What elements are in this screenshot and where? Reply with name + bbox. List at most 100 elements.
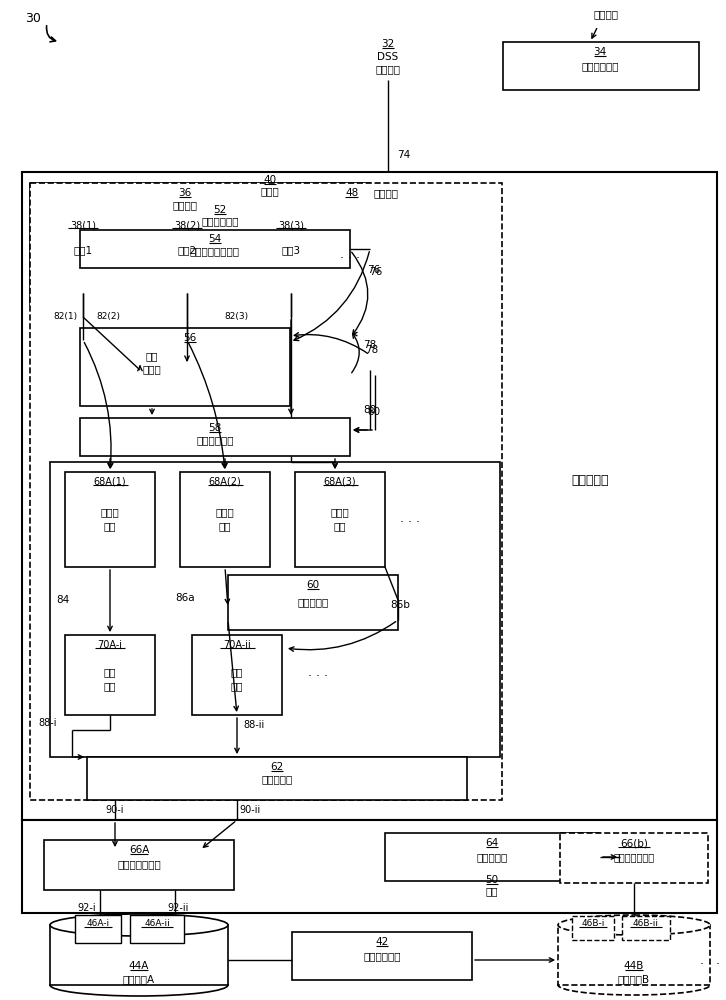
Text: 用户空间容器: 用户空间容器 <box>201 216 239 226</box>
Text: 46A-i: 46A-i <box>86 920 110 928</box>
Text: 存储设备B: 存储设备B <box>618 974 650 984</box>
Bar <box>22 172 717 820</box>
Text: 核心2: 核心2 <box>177 245 197 255</box>
Text: 66A: 66A <box>129 845 149 855</box>
Text: 44A: 44A <box>129 961 149 971</box>
Text: 每核心: 每核心 <box>101 507 119 517</box>
Text: 88-ii: 88-ii <box>243 720 264 730</box>
Text: 80: 80 <box>364 405 377 415</box>
Text: 分派: 分派 <box>104 667 116 677</box>
Text: 多核高速缓存: 多核高速缓存 <box>196 435 234 445</box>
Text: 网络接口电路: 网络接口电路 <box>582 61 619 71</box>
Text: 68A(3): 68A(3) <box>324 477 356 487</box>
Bar <box>50 462 500 757</box>
Ellipse shape <box>558 915 710 935</box>
Bar <box>87 757 467 800</box>
Text: 42: 42 <box>375 937 388 947</box>
Text: 38(1): 38(1) <box>70 220 96 230</box>
Text: . . .: . . . <box>700 954 720 966</box>
Text: 48: 48 <box>345 188 358 198</box>
Text: . . .: . . . <box>400 512 420 526</box>
Bar <box>622 916 670 940</box>
Text: 30: 30 <box>25 12 41 25</box>
Text: 82(2): 82(2) <box>96 312 120 320</box>
Text: . . .: . . . <box>308 666 328 678</box>
Ellipse shape <box>558 975 710 995</box>
Text: 46A-ii: 46A-ii <box>144 920 170 928</box>
Text: 66(b): 66(b) <box>620 838 648 848</box>
Text: 34: 34 <box>593 47 607 57</box>
Bar <box>252 215 330 293</box>
Text: 90-ii: 90-ii <box>240 805 261 815</box>
Bar <box>560 833 708 883</box>
Text: 分派: 分派 <box>231 667 243 677</box>
Text: 应用和数据: 应用和数据 <box>571 474 608 487</box>
Bar <box>30 183 370 305</box>
Text: 存储接口电路: 存储接口电路 <box>363 951 401 961</box>
Text: 54: 54 <box>208 234 221 244</box>
Text: DSS: DSS <box>378 52 399 62</box>
Bar <box>44 840 234 890</box>
Bar <box>22 820 717 913</box>
Bar <box>295 472 385 567</box>
Bar <box>228 575 398 630</box>
Text: 74: 74 <box>397 150 410 160</box>
Text: 68A(1): 68A(1) <box>94 477 126 487</box>
Text: 队列: 队列 <box>231 681 243 691</box>
Text: 上文件系统驱动器: 上文件系统驱动器 <box>190 246 240 256</box>
Bar <box>80 418 350 456</box>
Bar <box>385 833 600 881</box>
Text: 40: 40 <box>264 175 277 185</box>
Text: 92-ii: 92-ii <box>167 903 189 913</box>
Ellipse shape <box>50 914 228 936</box>
Bar <box>50 925 228 985</box>
Text: 44B: 44B <box>624 961 644 971</box>
Text: 68A(2): 68A(2) <box>208 477 241 487</box>
Text: 88-i: 88-i <box>38 718 57 728</box>
Text: 78: 78 <box>365 345 379 355</box>
Bar <box>558 925 710 985</box>
Text: 76: 76 <box>370 267 383 277</box>
Text: 38(3): 38(3) <box>278 220 304 230</box>
Text: 计算设备: 计算设备 <box>375 64 401 74</box>
Text: 存储器: 存储器 <box>261 186 280 196</box>
Text: 核心1: 核心1 <box>73 245 92 255</box>
Text: 84: 84 <box>56 595 69 605</box>
Text: 86b: 86b <box>390 600 410 610</box>
Bar <box>292 932 472 980</box>
Text: 36: 36 <box>179 188 192 198</box>
Text: 处理电路: 处理电路 <box>173 200 197 210</box>
Text: 核心3: 核心3 <box>282 245 301 255</box>
Text: 队列: 队列 <box>219 521 232 531</box>
Text: 56: 56 <box>184 333 197 343</box>
Bar <box>44 215 122 293</box>
Text: 70A-i: 70A-i <box>97 640 123 650</box>
Text: 82(1): 82(1) <box>53 312 77 320</box>
Text: 来自主机: 来自主机 <box>593 9 619 19</box>
Text: 每核心: 每核心 <box>330 507 349 517</box>
Bar <box>30 183 502 800</box>
Text: 90-i: 90-i <box>106 805 124 815</box>
Text: 46B-i: 46B-i <box>582 920 605 928</box>
Text: 队列: 队列 <box>104 681 116 691</box>
Text: 86a: 86a <box>175 593 195 603</box>
Bar <box>148 215 226 293</box>
Text: 驱动器: 驱动器 <box>142 364 161 374</box>
Text: 内核: 内核 <box>486 886 498 896</box>
Bar <box>65 472 155 567</box>
Text: 调度驱动器: 调度驱动器 <box>298 597 329 607</box>
Text: 76: 76 <box>367 265 380 275</box>
Text: 52: 52 <box>213 205 227 215</box>
Text: 50: 50 <box>486 875 499 885</box>
Bar <box>80 328 290 406</box>
Text: 队列: 队列 <box>104 521 116 531</box>
Text: 存储设备A: 存储设备A <box>123 974 155 984</box>
Bar <box>503 42 699 90</box>
Text: 38(2): 38(2) <box>174 220 200 230</box>
Text: 58: 58 <box>208 423 221 433</box>
Text: 80: 80 <box>367 407 380 417</box>
Text: 队列: 队列 <box>334 521 346 531</box>
Text: 82(3): 82(3) <box>224 312 248 320</box>
Text: 映射: 映射 <box>146 351 158 361</box>
Bar <box>65 635 155 715</box>
